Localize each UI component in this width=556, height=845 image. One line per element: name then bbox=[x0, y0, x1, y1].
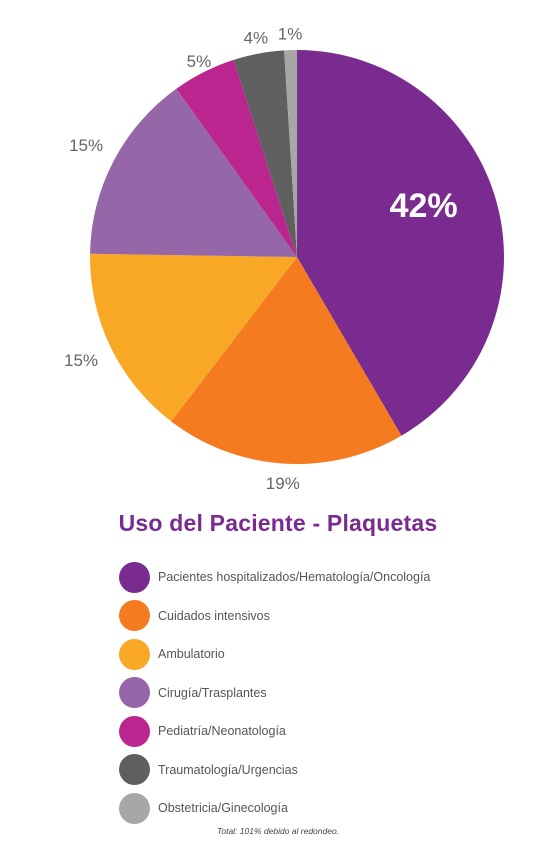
pie-slice-6 bbox=[233, 50, 297, 258]
legend-label: Obstetricia/Ginecología bbox=[158, 801, 288, 816]
pie-label-3: 15% bbox=[64, 351, 98, 370]
legend-label: Pediatría/Neonatología bbox=[158, 724, 286, 739]
pie-slice-5 bbox=[176, 59, 297, 258]
legend-swatch bbox=[119, 715, 150, 747]
legend-label: Ambulatorio bbox=[158, 647, 225, 662]
pie-label-4: 15% bbox=[69, 136, 103, 155]
legend-item: Traumatología/Urgencias bbox=[119, 751, 430, 790]
legend-label: Traumatología/Urgencias bbox=[158, 762, 298, 777]
pie-label-2: 19% bbox=[266, 474, 300, 493]
legend: Pacientes hospitalizados/Hematología/Onc… bbox=[119, 558, 430, 828]
pie-slices bbox=[90, 50, 505, 465]
legend-swatch bbox=[119, 792, 150, 824]
pie-slice-1 bbox=[297, 50, 505, 436]
legend-swatch bbox=[119, 754, 150, 786]
legend-item: Pacientes hospitalizados/Hematología/Onc… bbox=[119, 558, 430, 597]
legend-swatch bbox=[119, 600, 150, 632]
legend-item: Ambulatorio bbox=[119, 635, 430, 674]
pie-label-7: 1% bbox=[278, 25, 303, 44]
legend-label: Pacientes hospitalizados/Hematología/Onc… bbox=[158, 570, 431, 585]
legend-item: Pediatría/Neonatología bbox=[119, 712, 430, 751]
pie-labels: 42% 19% 15% 15% 5% 4% 1% bbox=[64, 25, 458, 494]
pie-label-5: 5% bbox=[187, 52, 212, 71]
legend-label: Cuidados intensivos bbox=[158, 608, 270, 623]
pie-slice-3 bbox=[90, 253, 298, 422]
pie-slice-2 bbox=[171, 257, 402, 465]
pie-label-1: 42% bbox=[390, 187, 458, 225]
pie-chart: 42% 19% 15% 15% 5% 4% 1% bbox=[64, 25, 505, 494]
pie-slice-4 bbox=[90, 88, 297, 257]
pie-label-6: 4% bbox=[244, 28, 269, 47]
legend-item: Cirugía/Trasplantes bbox=[119, 674, 430, 713]
legend-swatch bbox=[119, 677, 150, 709]
legend-swatch bbox=[119, 561, 150, 593]
legend-label: Cirugía/Trasplantes bbox=[158, 685, 267, 700]
legend-swatch bbox=[119, 638, 150, 670]
pie-slice-7 bbox=[284, 50, 297, 257]
footnote: Total: 101% debido al redondeo. bbox=[216, 826, 340, 836]
legend-item: Obstetricia/Ginecología bbox=[119, 789, 430, 828]
chart-title: Uso del Paciente - Plaquetas bbox=[118, 510, 438, 536]
legend-item: Cuidados intensivos bbox=[119, 597, 430, 636]
